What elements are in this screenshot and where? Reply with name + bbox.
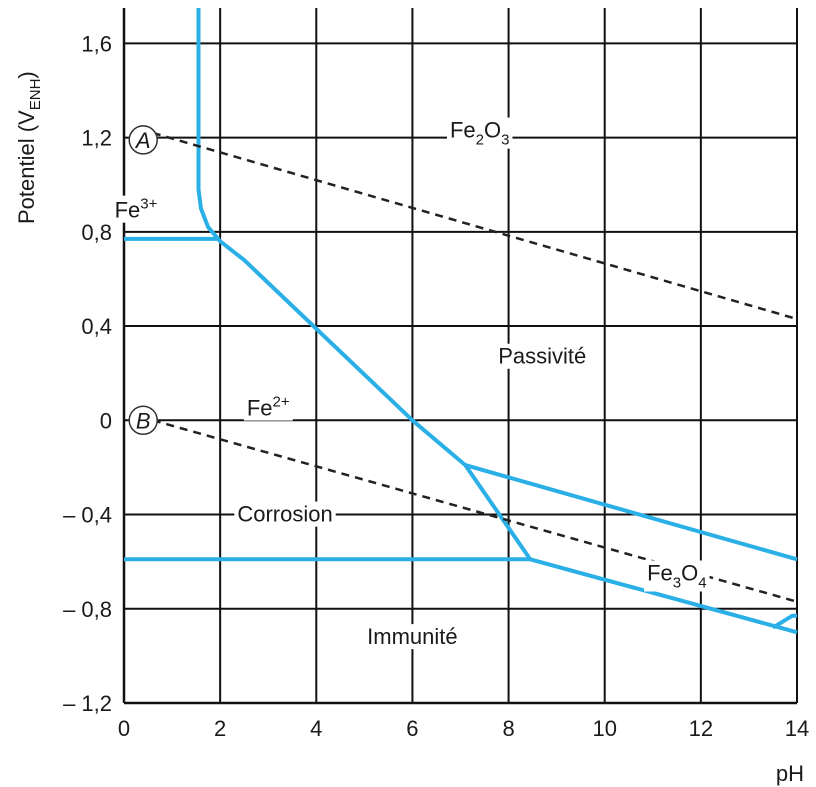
x-axis-label: pH bbox=[776, 761, 804, 786]
annotation-immunite: Immunité bbox=[367, 624, 457, 649]
annotations: ABFe2O3Fe3+PassivitéFe2+CorrosionFe3O4Im… bbox=[111, 117, 710, 650]
annotation-bg bbox=[495, 343, 590, 369]
y-axis-label: Potentiel (VENH) bbox=[14, 71, 44, 224]
annotation-part: Passivité bbox=[498, 344, 586, 369]
y-tick-label: 1,6 bbox=[81, 31, 112, 56]
y-axis-label-main: Potentiel (V bbox=[14, 110, 39, 224]
x-tick-label: 2 bbox=[214, 716, 226, 741]
boundary-line bbox=[463, 463, 798, 635]
annotation-part: O bbox=[484, 118, 501, 143]
series-layer bbox=[124, 8, 798, 635]
annotation-bg bbox=[234, 501, 336, 527]
y-tick-label: 0,8 bbox=[81, 220, 112, 245]
annotation-corrosion: Corrosion bbox=[237, 502, 332, 527]
annotation-part: 3+ bbox=[140, 196, 157, 213]
annotation-bg bbox=[446, 117, 513, 149]
annotation-part: Fe bbox=[115, 198, 141, 223]
annotation-bg bbox=[364, 624, 461, 650]
annotation-part: 2 bbox=[476, 132, 484, 149]
annotation-part: Fe bbox=[247, 396, 273, 421]
y-tick-label: 0 bbox=[100, 408, 112, 433]
grid bbox=[122, 8, 798, 705]
annotation-part: 4 bbox=[698, 574, 706, 591]
y-tick-label: – 0,8 bbox=[63, 597, 112, 622]
annotation-part: Immunité bbox=[367, 624, 457, 649]
annotation-bg bbox=[243, 393, 293, 421]
y-tick-label: 1,2 bbox=[81, 126, 112, 151]
x-tick-label: 4 bbox=[310, 716, 322, 741]
annotation-part: 3 bbox=[501, 132, 509, 149]
annotation-fe3: Fe3+ bbox=[115, 196, 158, 223]
boundary-line bbox=[196, 8, 798, 562]
annotation-passivite: Passivité bbox=[498, 344, 586, 369]
annotation-part: 2+ bbox=[273, 394, 290, 411]
annotation-part: 3 bbox=[673, 574, 681, 591]
y-tick-label: – 1,2 bbox=[63, 691, 112, 716]
annotation-bg bbox=[644, 560, 710, 592]
annotation-fe2o3: Fe2O3 bbox=[450, 118, 510, 149]
x-tick-label: 8 bbox=[502, 716, 514, 741]
x-tick-label: 12 bbox=[689, 716, 713, 741]
x-tick-label: 10 bbox=[592, 716, 616, 741]
annotation-circle-B bbox=[128, 405, 158, 436]
annotation-bg bbox=[111, 195, 161, 223]
annotation-part: O bbox=[681, 560, 698, 585]
annotation-fe3o4: Fe3O4 bbox=[647, 560, 707, 591]
y-tick-label: 0,4 bbox=[81, 314, 112, 339]
annotation-part: Fe bbox=[450, 118, 476, 143]
annotation-B: B bbox=[136, 408, 151, 433]
boundary-line bbox=[771, 613, 797, 630]
annotation-part: Corrosion bbox=[237, 502, 332, 527]
annotation-fe2: Fe2+ bbox=[247, 394, 290, 421]
y-axis-label-sub: ENH bbox=[27, 79, 44, 111]
y-axis-label-close: ) bbox=[14, 71, 39, 78]
x-tick-label: 6 bbox=[406, 716, 418, 741]
x-tick-label: 0 bbox=[118, 716, 130, 741]
annotation-circle-A bbox=[128, 125, 158, 155]
annotation-A: A bbox=[134, 128, 151, 153]
x-ticks: 0 2 4 6 8 10 12 14 bbox=[118, 716, 809, 741]
y-ticks: – 1,2 – 0,8 – 0,4 0 0,4 0,8 1,2 1,6 bbox=[63, 31, 112, 716]
x-tick-label: 14 bbox=[785, 716, 809, 741]
annotation-part: Fe bbox=[647, 560, 673, 585]
y-tick-label: – 0,4 bbox=[63, 503, 112, 528]
